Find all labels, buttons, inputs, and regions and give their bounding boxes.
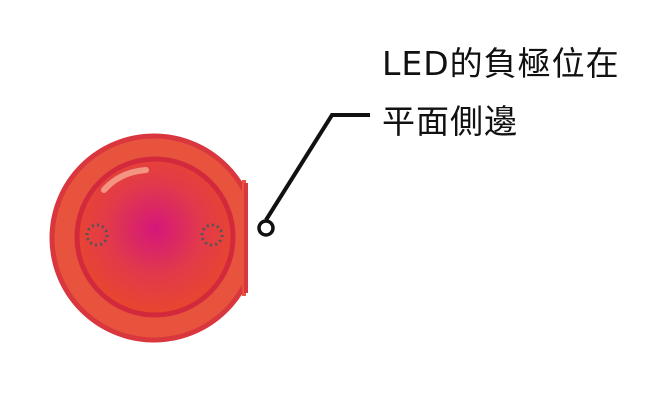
annotation-line-2: 平面側邊 <box>382 102 518 141</box>
led-lens <box>74 156 236 318</box>
leader-end-circle <box>257 219 275 237</box>
leader-line <box>264 113 370 222</box>
annotation-line-1: LED的負極位在 <box>382 44 620 83</box>
lens-highlight <box>101 167 149 193</box>
anode-lead-marker <box>85 223 109 247</box>
cathode-lead-marker <box>200 223 224 247</box>
